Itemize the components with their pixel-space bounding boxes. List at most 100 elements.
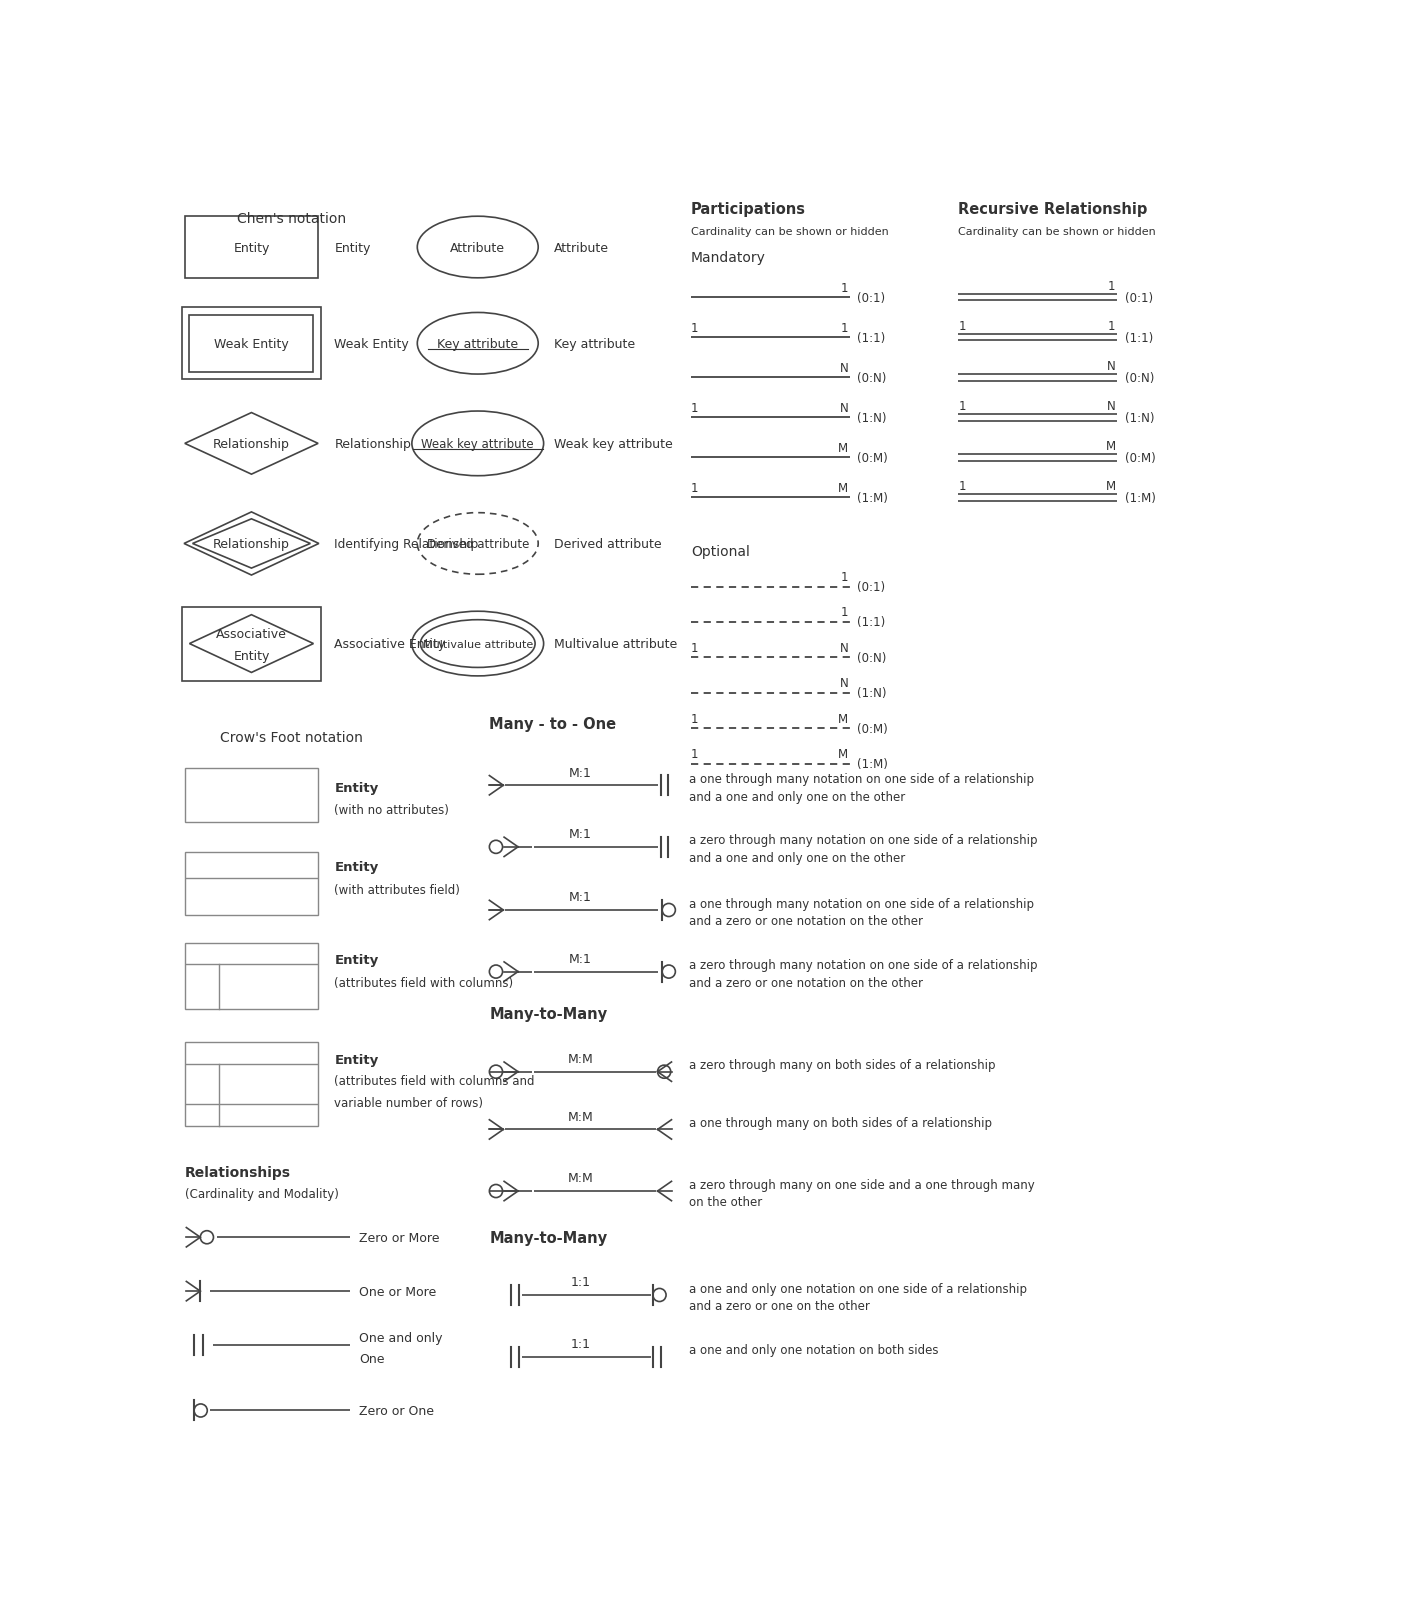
Text: Relationship: Relationship [334,438,411,451]
Text: (attributes field with columns and: (attributes field with columns and [334,1074,535,1087]
Text: (0:M): (0:M) [1125,451,1155,464]
Text: and a one and only one on the other: and a one and only one on the other [688,852,904,865]
Text: Zero or One: Zero or One [359,1404,434,1417]
Text: Multivalue attribute: Multivalue attribute [423,639,534,649]
Text: M:M: M:M [567,1052,594,1065]
Text: M:M: M:M [567,1172,594,1185]
Polygon shape [190,615,313,674]
Text: 1: 1 [841,281,848,294]
Text: Participations: Participations [691,201,806,217]
Text: 1: 1 [691,401,698,414]
Text: 1: 1 [959,399,966,412]
Text: (0:1): (0:1) [858,292,886,305]
Polygon shape [185,414,319,476]
Text: Multivalue attribute: Multivalue attribute [553,638,677,651]
Text: (1:M): (1:M) [858,758,889,771]
Ellipse shape [417,217,538,279]
Text: (Cardinality and Modality): (Cardinality and Modality) [185,1186,338,1199]
Text: Many - to - One: Many - to - One [490,717,616,732]
Text: One or More: One or More [359,1285,437,1298]
Text: 1: 1 [1108,320,1116,333]
Text: (with no attributes): (with no attributes) [334,803,449,816]
Text: Many-to-Many: Many-to-Many [490,1230,608,1245]
Text: Zero or More: Zero or More [359,1230,439,1243]
Text: and a zero or one on the other: and a zero or one on the other [688,1300,869,1313]
Text: N: N [840,677,848,690]
Text: M: M [838,748,848,761]
Text: a zero through many notation on one side of a relationship: a zero through many notation on one side… [688,834,1038,847]
Text: Relationship: Relationship [213,537,289,550]
Text: Cardinality can be shown or hidden: Cardinality can be shown or hidden [691,227,889,237]
Text: on the other: on the other [688,1196,762,1209]
Text: Attribute: Attribute [451,242,505,255]
Text: Recursive Relationship: Recursive Relationship [959,201,1147,217]
Text: M:1: M:1 [569,953,592,966]
Text: M:1: M:1 [569,828,592,841]
Text: Weak Entity: Weak Entity [213,338,289,351]
Text: M:1: M:1 [569,766,592,779]
Text: M: M [838,482,848,495]
Text: 1: 1 [691,641,698,654]
Text: (1:M): (1:M) [858,492,889,505]
Text: 1: 1 [691,482,698,495]
Text: 1:1: 1:1 [570,1276,591,1289]
Text: Mandatory: Mandatory [691,252,765,265]
Text: Associative Entity: Associative Entity [334,638,445,651]
Text: 1: 1 [691,712,698,725]
Text: Weak key attribute: Weak key attribute [553,438,673,451]
Text: Weak Entity: Weak Entity [334,338,409,351]
Text: (1:N): (1:N) [858,411,887,425]
Text: Derived attribute: Derived attribute [427,537,529,550]
Text: variable number of rows): variable number of rows) [334,1096,483,1109]
Text: Entity: Entity [233,649,270,662]
Text: N: N [840,641,848,654]
Text: a one through many on both sides of a relationship: a one through many on both sides of a re… [688,1117,991,1130]
Text: (0:M): (0:M) [858,722,889,735]
FancyBboxPatch shape [185,217,319,279]
Text: Weak key attribute: Weak key attribute [421,438,534,451]
Ellipse shape [420,620,535,669]
Polygon shape [184,513,319,576]
Text: Identifying Relationship: Identifying Relationship [334,537,479,550]
Text: M:M: M:M [567,1110,594,1123]
Text: and a one and only one on the other: and a one and only one on the other [688,790,904,803]
Text: One: One [359,1352,385,1365]
Text: Key attribute: Key attribute [437,338,518,351]
Text: (0:N): (0:N) [858,651,887,664]
Text: Cardinality can be shown or hidden: Cardinality can be shown or hidden [959,227,1155,237]
FancyBboxPatch shape [185,852,319,915]
FancyBboxPatch shape [185,943,319,1010]
Text: (0:N): (0:N) [858,372,887,385]
Text: Entity: Entity [334,860,379,873]
Text: a one through many notation on one side of a relationship: a one through many notation on one side … [688,773,1033,786]
Text: N: N [1106,399,1116,412]
Text: (0:1): (0:1) [858,581,886,594]
Text: N: N [840,362,848,375]
Text: (1:1): (1:1) [858,617,886,630]
Text: 1: 1 [959,480,966,493]
Text: a one and only one notation on both sides: a one and only one notation on both side… [688,1344,938,1357]
Text: N: N [840,401,848,414]
Ellipse shape [411,612,543,677]
Text: M: M [1105,480,1116,493]
Text: M: M [1105,440,1116,453]
Text: (1:M): (1:M) [1125,492,1155,505]
Text: Associative: Associative [216,628,286,641]
Text: Entity: Entity [334,1053,379,1066]
Text: 1: 1 [841,571,848,584]
Text: N: N [1106,360,1116,373]
Text: and a zero or one notation on the other: and a zero or one notation on the other [688,915,922,928]
Text: (1:1): (1:1) [1125,331,1153,344]
Text: 1:1: 1:1 [570,1337,591,1350]
Text: (0:M): (0:M) [858,451,889,464]
Text: (1:N): (1:N) [1125,411,1154,425]
Text: One and only: One and only [359,1331,442,1344]
Text: M:1: M:1 [569,891,592,904]
Text: Entity: Entity [233,242,270,255]
FancyBboxPatch shape [181,308,322,380]
Text: 1: 1 [691,321,698,334]
Text: (0:1): (0:1) [1125,292,1153,305]
Text: a zero through many notation on one side of a relationship: a zero through many notation on one side… [688,959,1038,972]
Text: Relationships: Relationships [185,1165,291,1178]
Text: a one and only one notation on one side of a relationship: a one and only one notation on one side … [688,1282,1026,1295]
